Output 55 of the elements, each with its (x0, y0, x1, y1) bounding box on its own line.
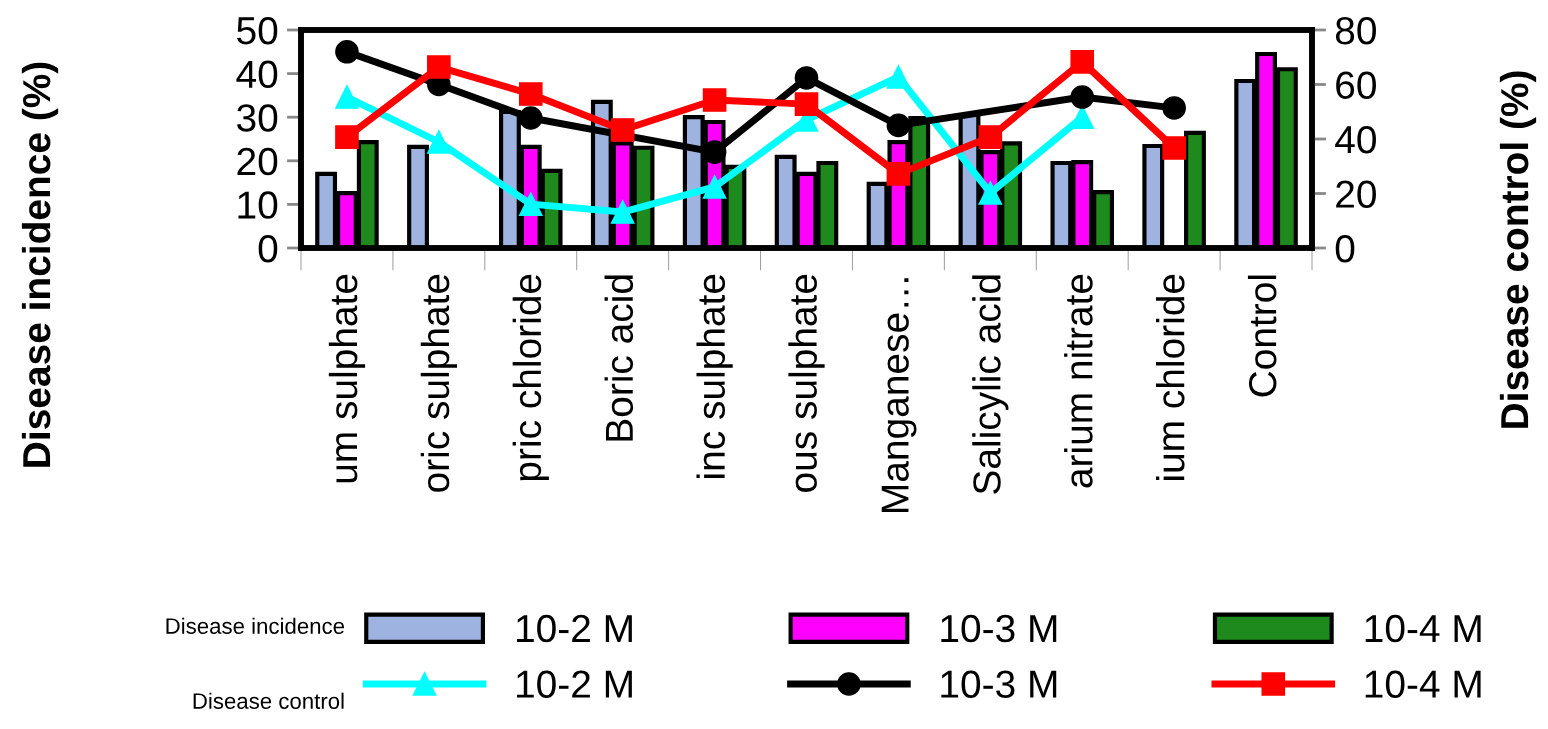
point (427, 55, 451, 79)
x-tick-label: pric chloride (512, 274, 549, 481)
point (794, 92, 819, 116)
text: Disease control (193, 692, 344, 709)
x-tick-label: oric sulphate (420, 274, 457, 492)
point (886, 162, 911, 186)
x-tick-label: ous sulphate (788, 274, 825, 492)
x-tick-label: um sulphate (328, 274, 366, 483)
x-tick-label: ium chloride (1156, 274, 1185, 481)
x-tick-label: inc sulphate (696, 274, 733, 478)
point (1162, 136, 1186, 160)
point (335, 39, 359, 64)
x-tick-label: Control (1247, 275, 1277, 397)
point (610, 200, 635, 224)
x-tick-label: Salicylic acid (972, 275, 1009, 494)
x-tick-label: arium nitrate (1064, 274, 1093, 488)
y2-axis-title: Disease control (%) (1499, 71, 1537, 428)
legend-label: 10-3 M (941, 614, 1057, 643)
point (978, 125, 1003, 149)
y-tick-label: 10 (238, 191, 278, 219)
point (978, 181, 1003, 205)
y2-tick-label: 20 (1336, 180, 1376, 208)
point (886, 113, 911, 138)
point (518, 82, 543, 106)
legend-label: 10-4 M (1365, 670, 1481, 698)
point (1070, 50, 1095, 74)
point (518, 192, 543, 216)
x-tick-label: Manganese… (881, 278, 917, 512)
point (610, 118, 635, 142)
legend-label: 10-2 M (516, 614, 632, 643)
point (702, 88, 727, 112)
y-axis-title: Disease incidence (%) (21, 62, 59, 467)
y-tick-label: 0 (258, 234, 278, 263)
point (1162, 96, 1186, 120)
point (1070, 85, 1095, 109)
y2-tick-label: 80 (1335, 16, 1376, 45)
point (518, 106, 543, 130)
point (886, 65, 911, 89)
y-tick-label: 50 (237, 16, 278, 45)
point (335, 125, 359, 149)
legend-label: 10-3 M (941, 670, 1057, 698)
y2-tick-label: 60 (1336, 71, 1376, 99)
point (427, 130, 451, 154)
point (794, 66, 819, 90)
y-tick-label: 20 (237, 147, 278, 176)
point (335, 85, 359, 109)
y2-tick-label: 40 (1335, 125, 1376, 154)
point (702, 175, 727, 199)
y-tick-label: 40 (236, 60, 278, 89)
y-tick-label: 30 (237, 104, 278, 132)
y2-tick-label: 0 (1335, 234, 1355, 263)
x-tick-label: Boric acid (604, 275, 634, 441)
legend-label: 10-2 M (516, 670, 632, 698)
legend-label: 10-4 M (1365, 614, 1481, 643)
text: Disease incidence (166, 617, 345, 634)
